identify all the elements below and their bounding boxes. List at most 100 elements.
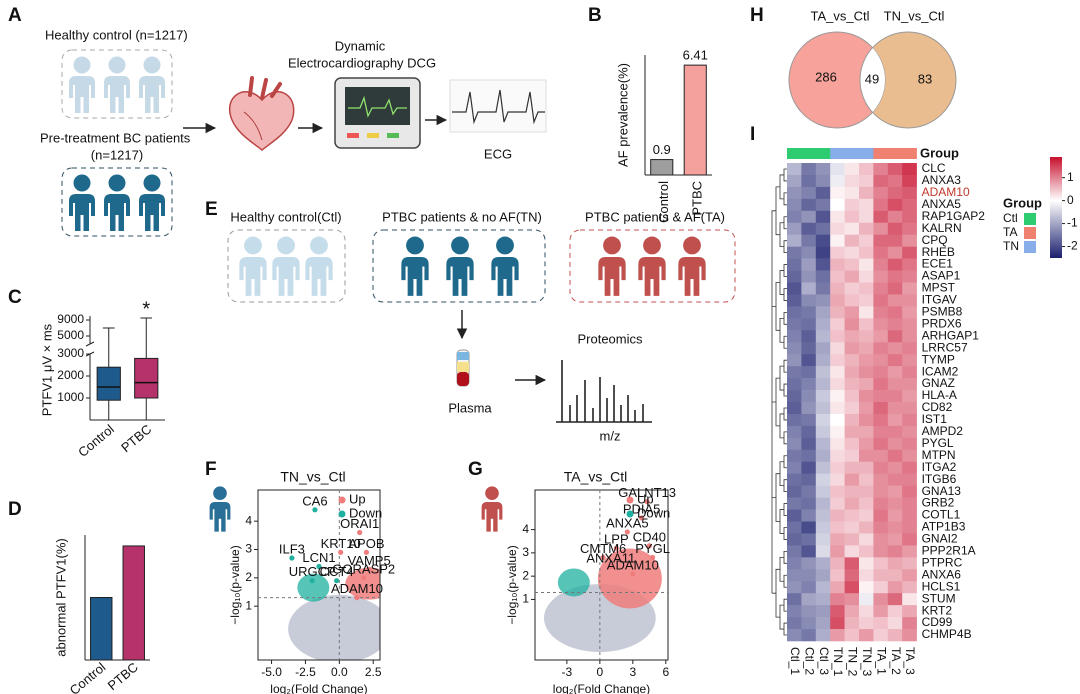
point-label: VAMP5: [348, 553, 391, 568]
row-label: GNAI2: [922, 532, 958, 546]
heat-cell: [844, 581, 860, 594]
heat-cell: [902, 402, 917, 415]
x-tick-label: 6: [662, 665, 669, 679]
group-cell: [873, 148, 889, 159]
group-title: Group: [920, 145, 959, 160]
heat-cell: [859, 557, 874, 570]
heat-cell: [844, 497, 860, 510]
x-tick-label: Control: [75, 421, 117, 459]
heat-cell: [887, 425, 903, 439]
point: [644, 499, 650, 505]
group-cell: [830, 148, 845, 159]
heat-cell: [787, 461, 802, 474]
heat-cell: [830, 354, 845, 367]
panel-letter: C: [8, 287, 22, 308]
heat-cell: [801, 378, 817, 391]
heat-cell: [815, 318, 831, 331]
heat-cell: [902, 270, 917, 283]
colorbar: [1050, 157, 1062, 258]
person-icon: [491, 236, 519, 296]
heat-cell: [887, 198, 903, 212]
heat-cell: [873, 366, 889, 379]
heat-cell: [887, 330, 903, 343]
person-head: [451, 236, 469, 255]
point: [338, 549, 344, 555]
heat-cell: [844, 318, 860, 331]
point-label: PYGL: [635, 541, 670, 556]
point: [354, 595, 360, 601]
heat-cell: [830, 413, 845, 427]
heat-cell: [859, 413, 874, 427]
heat-cell: [801, 521, 817, 534]
x-tick-label: 2.5: [365, 665, 382, 679]
heat-cell: [844, 342, 860, 355]
heat-cell: [859, 378, 874, 391]
y-axis-label: −log₁₀(p-value): [505, 545, 519, 624]
heat-cell: [902, 605, 917, 618]
row-label: RHEB: [922, 245, 955, 259]
heat-cell: [873, 497, 889, 510]
heat-cell: [859, 258, 874, 271]
group-label: (n=1217): [91, 147, 143, 162]
legend-swatch: [1024, 227, 1036, 239]
group-label: Healthy control (n=1217): [45, 27, 188, 42]
heat-cell: [873, 461, 889, 474]
heat-cell: [887, 569, 903, 582]
person-icon: [446, 236, 474, 296]
heat-cell: [887, 234, 903, 247]
heat-cell: [887, 294, 903, 307]
heat-cell: [787, 198, 802, 212]
heat-cell: [902, 294, 917, 307]
heat-cell: [859, 234, 874, 247]
bar: [650, 159, 674, 176]
colorbar-label: 0: [1067, 193, 1074, 207]
heat-cell: [873, 210, 889, 224]
person-body: [491, 257, 519, 296]
heat-cell: [887, 246, 903, 259]
heat-cell: [787, 509, 802, 522]
heat-cell: [830, 521, 845, 534]
group-box: [227, 229, 346, 303]
heat-cell: [844, 222, 860, 235]
heat-cell: [887, 378, 903, 391]
heat-cell: [873, 258, 889, 271]
y-tick-label: 1000: [57, 390, 84, 404]
panel-letter: E: [205, 199, 218, 220]
legend-label: TN: [1003, 239, 1019, 253]
heat-cell: [902, 545, 917, 558]
heat-cell: [859, 402, 874, 415]
heat-cell: [873, 354, 889, 367]
heat-cell: [859, 354, 874, 367]
y-tick-label: 4: [245, 513, 252, 527]
row-label: PRDX6: [922, 316, 962, 330]
row-label: ANXA5: [922, 197, 962, 211]
heat-cell: [787, 210, 802, 224]
person-head: [73, 174, 91, 192]
heat-cell: [815, 521, 831, 534]
heat-cell: [902, 318, 917, 331]
point: [316, 563, 322, 570]
row-label: ASAP1: [922, 269, 961, 283]
heat-cell: [830, 581, 845, 594]
heat-cell: [887, 473, 903, 486]
bar: [122, 545, 145, 661]
heat-cell: [844, 390, 860, 403]
heat-cell: [859, 366, 874, 379]
heat-cell: [801, 485, 817, 498]
heat-cell: [873, 282, 889, 295]
heat-cell: [902, 473, 917, 486]
y-tick-label: 2000: [57, 368, 84, 382]
person-icon: [239, 236, 267, 296]
heat-cell: [815, 533, 831, 546]
point-label: APOB: [348, 536, 384, 551]
heat-cell: [787, 354, 802, 367]
heat-cell: [815, 210, 831, 224]
legend-marker: [338, 496, 346, 504]
legend-label: Down: [349, 505, 382, 520]
heat-cell: [830, 593, 845, 606]
x-tick-label: PTBC: [690, 181, 705, 216]
heat-cell: [815, 617, 831, 630]
heat-cell: [844, 437, 860, 451]
bar: [90, 597, 113, 661]
